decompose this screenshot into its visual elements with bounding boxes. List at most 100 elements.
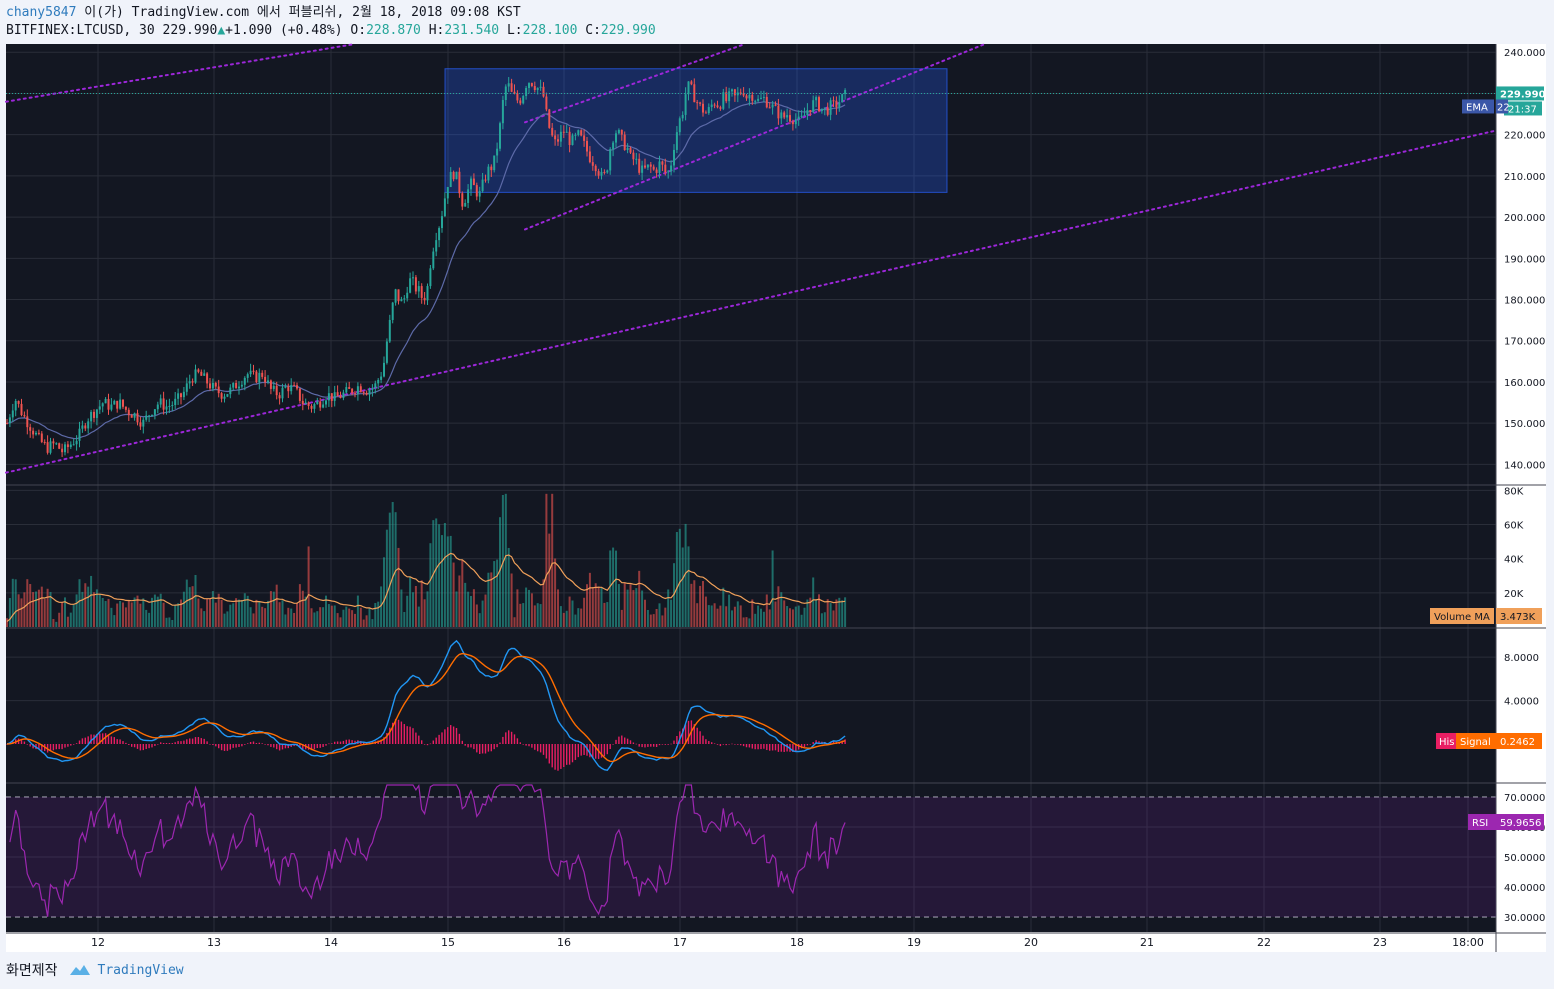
macd-histogram-bar	[699, 731, 701, 744]
volume-bar	[612, 547, 615, 627]
volume-bar	[417, 606, 420, 627]
volume-bar	[786, 606, 789, 627]
volume-bar	[783, 600, 786, 627]
candle-body	[751, 94, 754, 101]
candle-body	[6, 423, 8, 425]
macd-histogram-bar	[212, 744, 214, 746]
candle-body	[783, 112, 786, 118]
macd-histogram-bar	[719, 744, 722, 747]
trendline[interactable]	[5, 43, 356, 103]
volume-bar	[180, 599, 182, 627]
volume-bar	[40, 586, 43, 627]
volume-bar	[542, 579, 545, 627]
candle-body	[139, 422, 142, 427]
candle-body	[557, 139, 559, 142]
volume-bar	[429, 543, 432, 627]
macd-histogram-bar	[798, 744, 800, 750]
volume-bar	[742, 617, 745, 627]
candle-body	[412, 277, 414, 279]
macd-histogram-bar	[606, 744, 608, 755]
macd-histogram-bar	[84, 737, 86, 744]
ema-tag	[1462, 99, 1494, 114]
macd-histogram-bar	[154, 744, 156, 746]
volume-bar	[156, 596, 159, 627]
volume-bar	[452, 562, 455, 627]
volume-bar	[313, 612, 316, 627]
candle-body	[127, 409, 130, 416]
macd-histogram-bar	[148, 744, 150, 749]
macd-histogram-bar	[664, 744, 666, 745]
macd-histogram-bar	[595, 744, 597, 759]
macd-histogram-bar	[629, 740, 632, 744]
candle-body	[455, 171, 458, 180]
candle-body	[229, 387, 232, 395]
tradingview-logo[interactable]: TradingView	[68, 963, 184, 978]
volume-bar	[789, 608, 791, 627]
macd-histogram-bar	[55, 744, 57, 750]
volume-bar	[209, 598, 211, 627]
macd-histogram-bar	[415, 732, 417, 744]
candle-body	[838, 102, 841, 108]
trendline[interactable]	[524, 43, 746, 124]
macd-histogram-bar	[313, 744, 316, 750]
candle-body	[362, 392, 365, 394]
volume-bar	[403, 612, 406, 627]
macd-histogram-bar	[484, 744, 487, 754]
volume-bar	[458, 575, 461, 627]
last-price-tag	[1496, 86, 1544, 101]
candle-body	[165, 406, 168, 410]
macd-histogram-bar	[52, 744, 55, 751]
macd-histogram-bar	[197, 737, 200, 744]
macd-histogram-bar	[577, 744, 579, 758]
candle-body	[652, 166, 655, 170]
time-axis-tick-label: 21	[1140, 936, 1154, 949]
publisher-name[interactable]: chany5847	[6, 5, 77, 20]
candle-body	[458, 171, 461, 194]
candle-body	[296, 385, 298, 389]
trendline[interactable]	[524, 43, 986, 231]
candle-body	[542, 86, 545, 97]
volume-bar	[153, 594, 156, 627]
macd-histogram-bar	[673, 740, 675, 744]
volume-bar	[235, 598, 238, 627]
open-label: O:	[350, 23, 367, 38]
candle-body	[673, 149, 675, 166]
volume-bar	[658, 603, 661, 627]
macd-histogram-bar	[455, 728, 458, 744]
candlesticks	[6, 77, 847, 457]
candle-body	[394, 289, 397, 303]
volume-bar	[472, 589, 475, 627]
volume-bar	[269, 591, 272, 627]
candle-body	[339, 396, 342, 398]
volume-bar	[562, 612, 565, 627]
macd-histogram-bar	[348, 739, 350, 744]
candle-body	[368, 389, 371, 395]
rsi-axis-tick-label: 50.0000	[1504, 853, 1545, 864]
grid-lines	[6, 44, 1496, 932]
volume-bar	[304, 596, 307, 627]
volume-bar	[197, 598, 200, 627]
candle-body	[481, 179, 484, 192]
volume-ma-value: 3.473K	[1500, 612, 1536, 623]
candle-body	[432, 251, 435, 269]
macd-histogram-bar	[113, 737, 115, 744]
symbol-label: BITFINEX:LTCUSD, 30	[6, 23, 155, 38]
rsi-axis-tick-label: 30.0000	[1504, 913, 1545, 924]
volume-bar	[722, 587, 725, 627]
volume-bar	[733, 606, 736, 627]
trendline[interactable]	[5, 129, 1497, 474]
volume-bar	[754, 613, 757, 627]
volume-bar	[641, 590, 644, 627]
volume-bar	[188, 587, 191, 627]
macd-histogram-bar	[70, 744, 72, 746]
publish-info: 이(가) TradingView.com 에서 퍼블리쉬, 2월 18, 201…	[76, 5, 521, 20]
volume-bar	[177, 603, 180, 627]
candle-body	[568, 131, 571, 146]
volume-bar	[806, 599, 809, 627]
candle-body	[629, 147, 632, 153]
macd-histogram-bar	[452, 726, 455, 744]
macd-histogram-bar	[23, 741, 26, 744]
volume-bar	[220, 599, 223, 627]
candle-body	[571, 135, 574, 146]
